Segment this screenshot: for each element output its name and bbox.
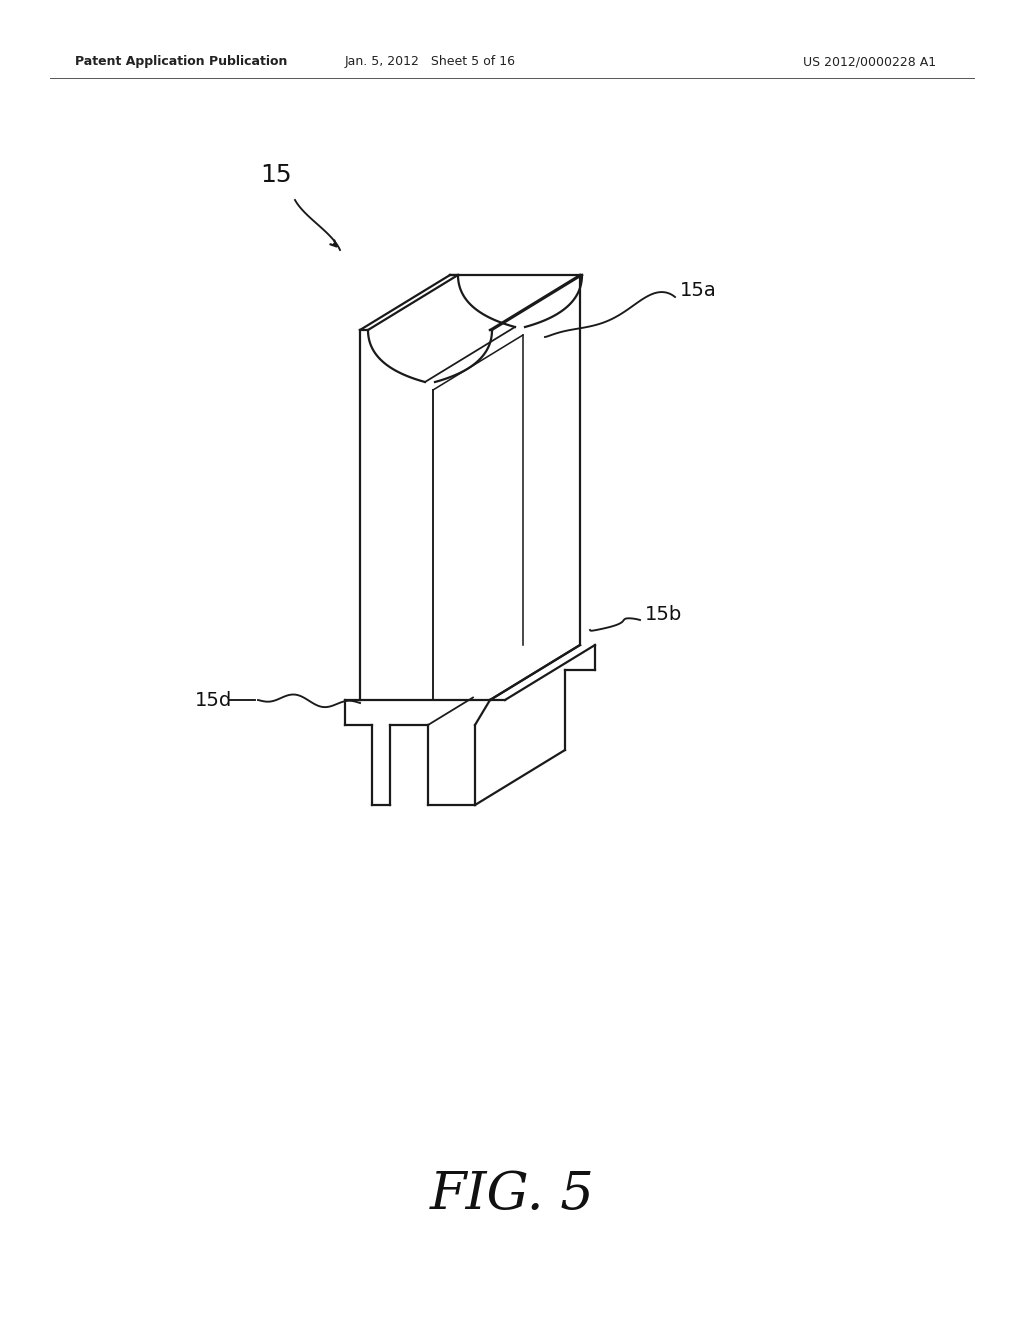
- Text: US 2012/0000228 A1: US 2012/0000228 A1: [804, 55, 937, 69]
- Text: 15d: 15d: [195, 690, 232, 710]
- Text: 15b: 15b: [645, 606, 682, 624]
- Text: Jan. 5, 2012   Sheet 5 of 16: Jan. 5, 2012 Sheet 5 of 16: [344, 55, 515, 69]
- Text: FIG. 5: FIG. 5: [430, 1170, 594, 1221]
- Text: 15a: 15a: [680, 281, 717, 300]
- Text: 15: 15: [260, 162, 292, 187]
- Text: Patent Application Publication: Patent Application Publication: [75, 55, 288, 69]
